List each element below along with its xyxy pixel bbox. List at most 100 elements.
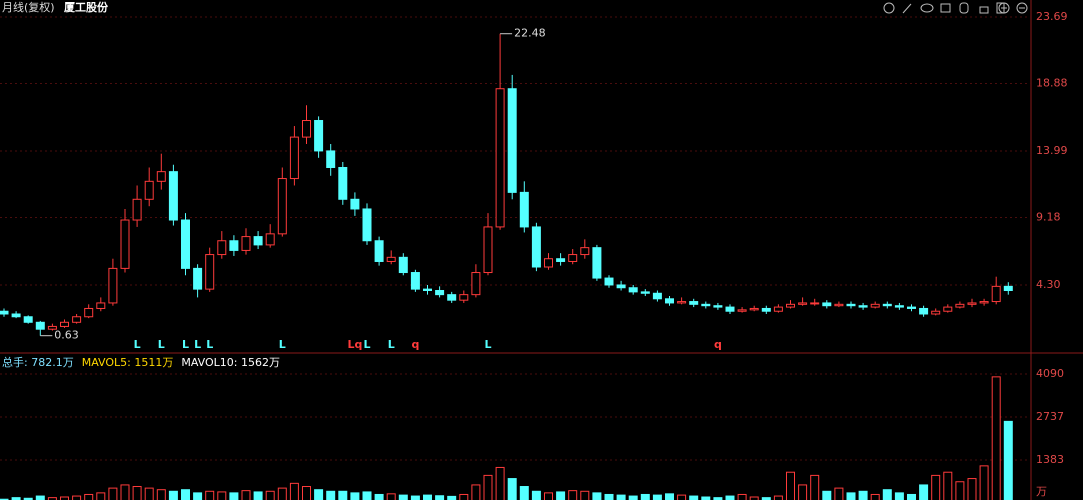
lock-icon[interactable]	[979, 6, 989, 14]
candle-body	[725, 306, 735, 312]
volume-bar	[822, 490, 832, 500]
volume-bar	[289, 482, 299, 500]
volume-bar	[314, 489, 324, 500]
candle-body	[495, 88, 505, 228]
y-tick-label: 23.69	[1036, 10, 1068, 23]
signal-marker: L	[279, 338, 286, 351]
view-icon[interactable]	[920, 3, 934, 13]
volume-bar	[96, 492, 106, 500]
signal-marker: L	[363, 338, 370, 351]
volume-bar	[858, 490, 868, 500]
candle-body	[846, 303, 856, 307]
volume-bar	[882, 489, 892, 500]
volume-bar	[592, 492, 602, 500]
candle-body	[919, 307, 929, 315]
plus-sign[interactable]	[1001, 5, 1007, 11]
volume-header: 总手: 782.1万	[2, 355, 74, 369]
signal-marker: L	[134, 338, 141, 351]
volume-bar	[326, 490, 336, 500]
volume-bar	[967, 478, 977, 500]
settings-icon[interactable]	[883, 2, 895, 14]
candle-body	[749, 307, 759, 311]
candle-body	[568, 254, 578, 262]
draw-icon[interactable]	[902, 3, 912, 14]
volume-bar	[810, 474, 820, 500]
volume-bar	[386, 493, 396, 500]
volume-bar	[374, 493, 384, 500]
volume-bar	[701, 496, 711, 500]
candle-body	[410, 272, 420, 290]
candle-body	[483, 226, 493, 274]
volume-bar	[798, 484, 808, 500]
candle-body	[810, 302, 820, 305]
candle-body	[773, 306, 783, 312]
volume-bar	[423, 494, 432, 500]
volume-bar	[338, 490, 348, 500]
candle-body	[858, 305, 868, 308]
candle-body	[253, 236, 263, 246]
volume-bar	[435, 495, 445, 500]
candle-body	[556, 258, 566, 262]
candle-body	[834, 303, 844, 307]
candle-body	[931, 310, 941, 315]
volume-bar	[689, 495, 699, 500]
volume-bar	[531, 490, 541, 500]
volume-bar	[725, 495, 735, 500]
save-icon[interactable]	[940, 3, 951, 13]
candle-body	[677, 301, 687, 304]
toolbar[interactable]	[883, 2, 1028, 14]
volume-bar	[156, 489, 166, 500]
volume-bar	[931, 474, 941, 500]
candle-body	[604, 277, 614, 286]
volume-bar	[181, 489, 190, 500]
signal-marker: L	[388, 338, 395, 351]
volume-bar	[616, 494, 626, 500]
candle-body	[11, 313, 21, 318]
plus-icon[interactable]	[998, 2, 1010, 14]
volume-bar	[47, 497, 57, 500]
signal-marker: L	[206, 338, 213, 351]
volume-bar	[193, 492, 203, 500]
candle-body	[580, 247, 590, 256]
candle-body	[640, 291, 650, 294]
candle-body	[0, 310, 9, 315]
volume-bar	[1003, 420, 1013, 500]
candle-body	[302, 120, 311, 138]
candle-body	[652, 292, 662, 300]
candle-body	[628, 287, 638, 293]
volume-bar	[362, 491, 372, 500]
volume-bar	[144, 487, 154, 500]
volume-bar	[568, 490, 578, 500]
candle-body	[132, 198, 142, 221]
hand-icon[interactable]	[959, 2, 969, 14]
candle-body	[447, 294, 457, 301]
volume-bar	[652, 494, 662, 500]
candle-body	[1003, 285, 1013, 292]
volume-bar	[991, 376, 1001, 500]
volume-bar	[919, 484, 929, 500]
volume-bar	[84, 493, 94, 500]
min-label: 0.63	[54, 329, 79, 342]
candle-body	[423, 288, 432, 292]
volume-unit: 万	[1036, 485, 1047, 498]
signal-marker: L	[182, 338, 189, 351]
candle-body	[181, 219, 190, 269]
volume-bar	[677, 494, 687, 500]
volume-bar	[846, 492, 856, 500]
candle-body	[907, 306, 916, 309]
period-label: 月线(复权)	[2, 0, 55, 14]
candle-body	[822, 302, 832, 307]
signal-marker: q	[411, 338, 419, 351]
volume-bar	[447, 495, 457, 500]
candle-body	[265, 233, 275, 246]
candle-body	[241, 236, 251, 251]
candle-body	[798, 302, 808, 305]
candle-body	[108, 267, 118, 304]
volume-bar	[519, 486, 529, 500]
minus-icon[interactable]	[1016, 2, 1028, 14]
stock-name: 厦工股份	[64, 0, 109, 14]
candle-body	[967, 302, 977, 305]
